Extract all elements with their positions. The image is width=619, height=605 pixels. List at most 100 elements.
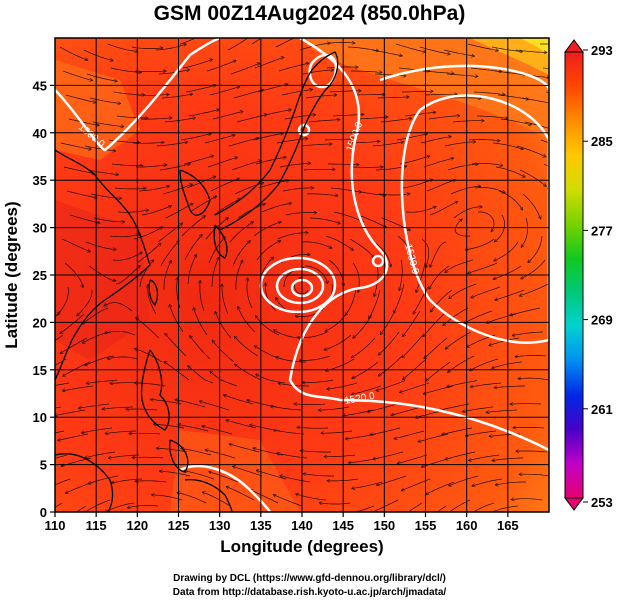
colorbar-min-arrow (564, 497, 584, 511)
streamline (60, 142, 91, 149)
coast-taiwan (148, 279, 159, 307)
streamline (134, 383, 166, 387)
streamline (308, 120, 340, 123)
x-tick-label: 125 (168, 518, 190, 533)
streamline (300, 355, 331, 360)
streamline (271, 406, 302, 411)
streamline (134, 71, 166, 72)
small-low-contour (371, 254, 385, 268)
streamline (450, 186, 481, 195)
streamline (429, 265, 450, 289)
coast-japan (214, 51, 339, 231)
streamline (141, 206, 171, 216)
streamline (274, 430, 305, 435)
streamline (426, 180, 456, 192)
streamline (275, 38, 295, 48)
streamline (212, 111, 243, 120)
streamline (515, 355, 547, 356)
streamline (495, 166, 525, 177)
x-tick-label: 145 (332, 518, 354, 533)
small-low-north (297, 123, 311, 137)
streamline (419, 46, 450, 54)
streamline (247, 278, 253, 309)
streamline (58, 433, 89, 441)
streamline (540, 139, 549, 144)
streamline (425, 94, 457, 95)
streamline (344, 505, 375, 512)
streamline (279, 163, 311, 168)
streamline (498, 190, 523, 210)
streamline (324, 139, 356, 140)
streamline (79, 403, 110, 408)
streamline (324, 334, 352, 350)
streamline (156, 142, 188, 147)
streamline (495, 481, 526, 485)
streamline (104, 302, 133, 312)
streamline (371, 49, 402, 56)
streamline (296, 494, 327, 501)
streamline (126, 409, 158, 410)
contour-label: 1520.0 (344, 391, 376, 407)
x-tick-label: 140 (291, 518, 313, 533)
streamline (400, 382, 430, 393)
streamline (136, 244, 161, 264)
streamline (92, 121, 124, 127)
streamline (318, 406, 350, 410)
streamline (369, 289, 381, 319)
streamline (521, 217, 528, 247)
colorbar-tick-label: 269 (591, 313, 613, 328)
streamline (105, 331, 136, 336)
streamline (304, 265, 328, 284)
streamline (250, 490, 279, 504)
colorbar-tick-label: 293 (591, 43, 613, 58)
streamline (233, 90, 264, 99)
streamline (444, 142, 476, 147)
streamline (228, 138, 259, 147)
streamline (466, 238, 495, 250)
streamline (516, 451, 548, 452)
streamline (229, 222, 253, 243)
streamline (550, 212, 559, 241)
x-tick-label: 150 (373, 518, 395, 533)
streamline (326, 67, 358, 68)
streamline (301, 241, 332, 248)
streamline (208, 237, 225, 264)
streamline (520, 283, 549, 296)
streamline (302, 379, 334, 383)
streamline (86, 379, 118, 383)
streamline (152, 495, 183, 501)
colorbar-ticks: 293 285 277 269 261 253 (583, 43, 613, 510)
streamline (402, 91, 433, 92)
streamline (446, 73, 478, 76)
contour-south (179, 464, 272, 512)
colorbar-tick-label: 277 (591, 223, 613, 238)
colorbar-tick-label: 285 (591, 134, 613, 149)
streamline (116, 115, 148, 118)
streamline (379, 355, 403, 376)
streamline (273, 495, 303, 507)
streamline (448, 499, 471, 512)
streamline (254, 57, 284, 69)
streamline (518, 378, 549, 380)
streamline (127, 505, 159, 507)
streamline (404, 112, 436, 117)
streamline (422, 70, 454, 74)
streamline (256, 241, 281, 261)
streamline (180, 134, 211, 141)
streamline (500, 118, 531, 125)
streamline (471, 382, 502, 387)
streamline (469, 454, 500, 461)
streamline (519, 169, 546, 186)
coast-asia-mainland (55, 149, 151, 381)
streamline (203, 492, 231, 507)
y-tick-label: 20 (33, 315, 47, 330)
streamline (428, 116, 460, 120)
streamline (117, 210, 149, 213)
streamline (136, 165, 167, 168)
streamline (423, 313, 445, 337)
streamline (115, 266, 140, 285)
streamline (107, 43, 138, 52)
streamline (177, 493, 207, 504)
streamline (132, 142, 164, 143)
streamline (109, 234, 141, 238)
